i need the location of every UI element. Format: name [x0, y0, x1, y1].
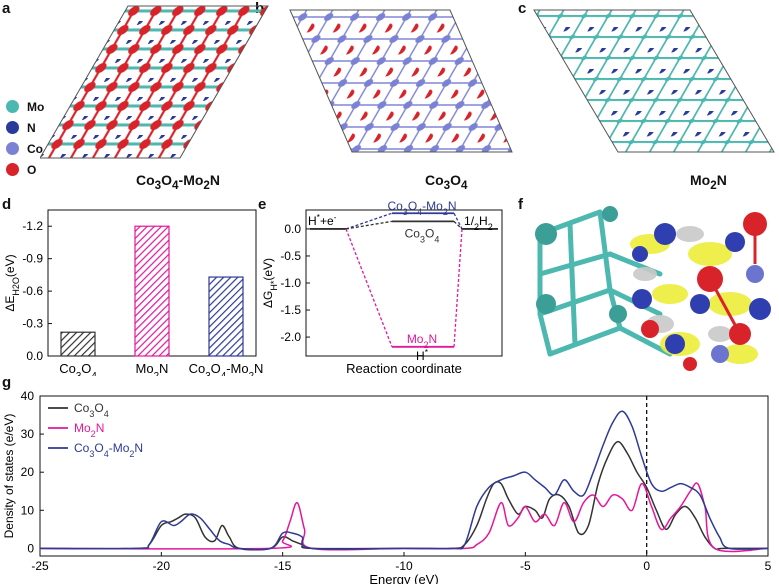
legend-item-co: Co — [6, 138, 44, 159]
dos-series-2 — [39, 410, 769, 551]
panel-letter-d: d — [2, 196, 12, 213]
o-atom-icon — [6, 163, 19, 176]
y-tick-label: -0.5 — [280, 249, 301, 263]
y-axis-label: Density of states (e/eV) — [2, 414, 16, 539]
connector-right-2 — [453, 228, 463, 347]
series-label-mo2n: Mo2N — [407, 332, 437, 350]
lattice-a — [40, 5, 269, 159]
panel-letter-a: a — [2, 0, 11, 17]
chart-g-dos: -25 -20 -15 -10 -5 0 5 0 10 20 30 40 Co3O4 Mo2N Co3O4-… — [2, 389, 772, 584]
y-tick-label: 0.0 — [284, 222, 301, 236]
panel-letter-e: e — [258, 196, 267, 213]
dos-series-1 — [39, 482, 769, 553]
y-tick-label: -0.6 — [22, 284, 43, 298]
legend-label: N — [27, 120, 36, 135]
y-tick-label: -1.5 — [280, 303, 301, 317]
co-atom-icon — [6, 142, 19, 155]
x-tick-label: 5 — [765, 559, 772, 573]
panel-letter-g: g — [2, 374, 12, 391]
lattice-b — [289, 9, 513, 153]
series-label-co3o4: Co3O4 — [405, 226, 440, 244]
y-tick-label: -0.3 — [22, 317, 43, 331]
x-tick-label: -10 — [395, 559, 413, 573]
connector-left-1 — [345, 220, 393, 230]
x-axis-label: Reaction coordinate — [346, 361, 462, 376]
legend-item-o: O — [6, 159, 44, 180]
chart-d-adsorption: 0.0 -0.3 -0.6 -0.9 -1.2 Co3O4 Mo2N Co3O4-Mo2N ΔE… — [3, 209, 264, 376]
caption-a: Co3O4-Mo2N — [136, 172, 221, 192]
legend-label-0: Co3O4 — [74, 401, 109, 419]
y-tick-label: 40 — [21, 389, 35, 403]
x-tick-label: -5 — [520, 559, 531, 573]
y-tick-label: 0 — [27, 541, 34, 555]
y-tick-label: -1.2 — [22, 219, 43, 233]
y-axis-label: ΔGH*(eV) — [261, 258, 279, 308]
legend-atoms: Mo N Co O — [6, 96, 44, 180]
mo-atom-icon — [6, 100, 19, 113]
axes-frame — [39, 395, 769, 557]
lattice-c — [533, 9, 775, 153]
legend-item-mo: Mo — [6, 96, 44, 117]
connector-left-0 — [345, 212, 393, 230]
x-tick-label: -15 — [274, 559, 292, 573]
connector-right-0 — [453, 212, 463, 230]
y-tick-label: -0.9 — [22, 252, 43, 266]
y-tick-label: 20 — [21, 465, 35, 479]
dos-series-0 — [39, 440, 768, 551]
state-label-final: 1/2H2 — [464, 214, 493, 232]
panel-letter-c: c — [518, 0, 527, 17]
x-tick-label: Co3O4-Mo2N — [189, 361, 264, 376]
y-tick-label: 0.0 — [26, 349, 43, 363]
y-axis-label: ΔEH2O(eV) — [3, 254, 21, 311]
x-tick-label: -25 — [31, 559, 49, 573]
series-label-hetero: Co3O4-Mo2N — [387, 199, 456, 217]
x-tick-label: -20 — [153, 559, 171, 573]
legend-label: Co — [27, 141, 43, 156]
y-tick-label: -1.0 — [280, 276, 301, 290]
connector-right-1 — [453, 220, 463, 230]
caption-b: Co3O4 — [425, 172, 468, 192]
x-tick-label: 0 — [643, 559, 650, 573]
panel-letter-f: f — [518, 196, 523, 213]
legend-item-n: N — [6, 117, 44, 138]
legend-label-1: Mo2N — [74, 421, 104, 439]
caption-c: Mo2N — [690, 172, 727, 192]
chart-e-free-energy: 0.0 -0.5 -1.0 -1.5 -2.0 H*+e- 1/2H2 Co3O4-Mo2N C… — [261, 199, 503, 376]
x-tick-label: Mo2N — [136, 361, 169, 376]
y-tick-label: -2.0 — [280, 330, 301, 344]
legend-label: O — [27, 162, 37, 177]
bar-0 — [60, 331, 96, 357]
charge-density-f — [535, 206, 771, 371]
x-axis-label: Energy (eV) — [369, 572, 438, 584]
bar-2 — [208, 276, 244, 357]
y-tick-label: 10 — [21, 503, 35, 517]
legend-label-2: Co3O4-Mo2N — [74, 441, 143, 459]
y-tick-label: 30 — [21, 427, 35, 441]
x-tick-label: Co3O4 — [59, 361, 97, 376]
state-label-initial: H*+e- — [308, 212, 337, 228]
n-atom-icon — [6, 121, 19, 134]
bar-1 — [134, 225, 170, 357]
connector-left-2 — [345, 228, 393, 348]
legend-label: Mo — [27, 99, 45, 114]
